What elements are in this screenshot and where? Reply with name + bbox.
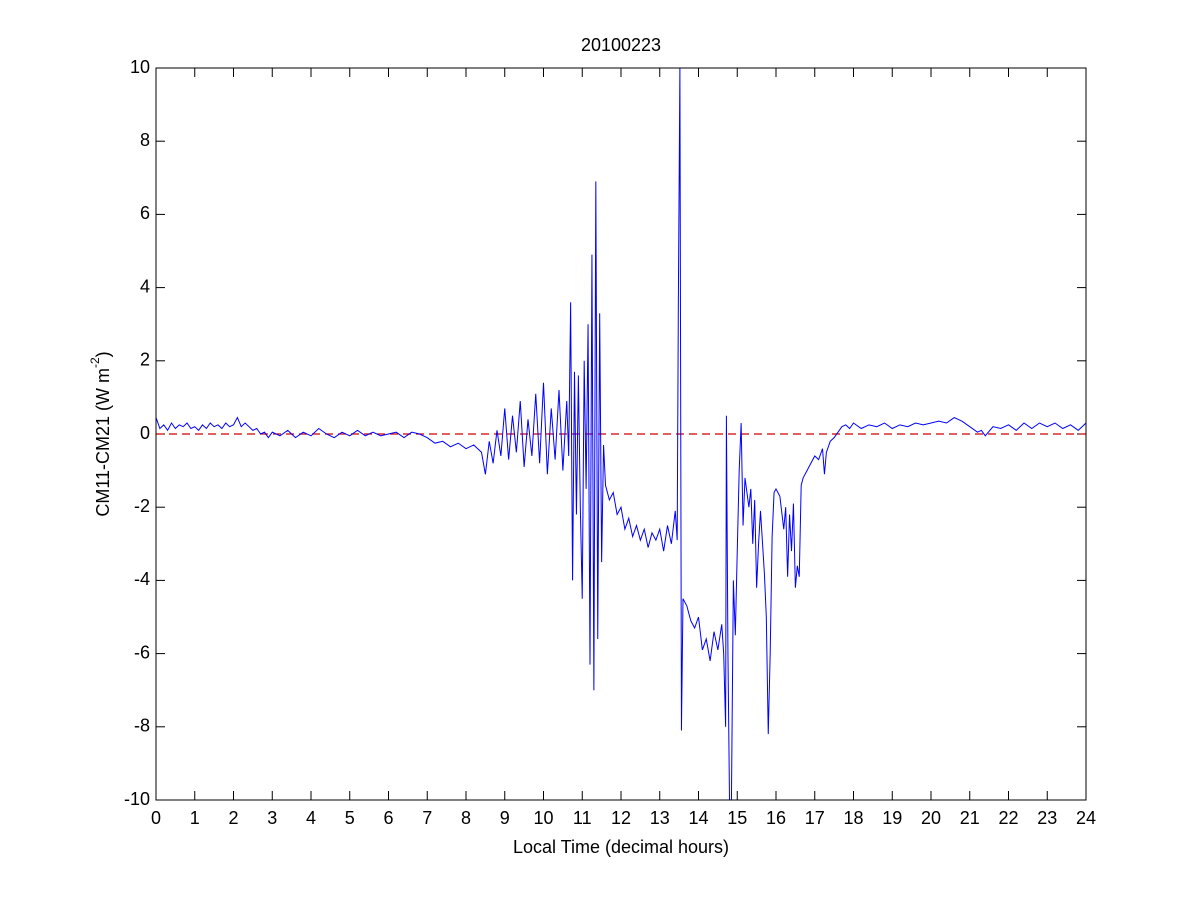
x-tick-label: 10 bbox=[533, 808, 553, 828]
y-tick-label: -2 bbox=[134, 496, 150, 516]
x-tick-label: 17 bbox=[805, 808, 825, 828]
x-tick-label: 22 bbox=[998, 808, 1018, 828]
x-tick-label: 1 bbox=[190, 808, 200, 828]
y-tick-label: 2 bbox=[140, 350, 150, 370]
y-tick-label: 10 bbox=[130, 57, 150, 77]
x-tick-label: 11 bbox=[573, 808, 592, 828]
y-tick-label: 4 bbox=[140, 276, 150, 296]
x-axis-label: Local Time (decimal hours) bbox=[513, 837, 729, 857]
x-tick-label: 15 bbox=[727, 808, 747, 828]
x-tick-label: 6 bbox=[383, 808, 393, 828]
y-axis-label: CM11-CM21 (W m-2) bbox=[88, 351, 113, 516]
data-line bbox=[156, 68, 1086, 800]
y-tick-label: 6 bbox=[140, 203, 150, 223]
y-tick-label: 8 bbox=[140, 130, 150, 150]
x-tick-label: 12 bbox=[611, 808, 631, 828]
axes-box bbox=[155, 67, 1087, 801]
x-tick-label: 23 bbox=[1037, 808, 1057, 828]
y-axis-label-tail: ) bbox=[93, 351, 113, 357]
x-tick-label: 8 bbox=[461, 808, 471, 828]
x-tick-label: 19 bbox=[882, 808, 902, 828]
chart-title: 20100223 bbox=[581, 35, 661, 55]
y-tick-label: -6 bbox=[134, 642, 150, 662]
x-tick-label: 21 bbox=[960, 808, 980, 828]
x-tick-label: 24 bbox=[1076, 808, 1096, 828]
x-tick-label: 13 bbox=[650, 808, 670, 828]
y-axis-label-exponent: -2 bbox=[88, 357, 102, 368]
y-axis-label-main: CM11-CM21 (W m bbox=[93, 368, 113, 517]
x-tick-label: 20 bbox=[921, 808, 941, 828]
x-tick-label: 7 bbox=[422, 808, 432, 828]
y-tick-label: 0 bbox=[140, 423, 150, 443]
x-tick-label: 5 bbox=[345, 808, 355, 828]
y-tick-label: -8 bbox=[134, 716, 150, 736]
plot-area bbox=[156, 68, 1086, 800]
y-tick-label: -4 bbox=[134, 569, 150, 589]
x-tick-label: 2 bbox=[228, 808, 238, 828]
x-tick-label: 0 bbox=[151, 808, 161, 828]
y-tick-label: -10 bbox=[124, 789, 150, 809]
x-tick-label: 3 bbox=[267, 808, 277, 828]
x-tick-label: 18 bbox=[843, 808, 863, 828]
x-tick-label: 4 bbox=[306, 808, 316, 828]
x-tick-label: 14 bbox=[688, 808, 708, 828]
x-tick-label: 16 bbox=[766, 808, 786, 828]
x-tick-label: 9 bbox=[500, 808, 510, 828]
